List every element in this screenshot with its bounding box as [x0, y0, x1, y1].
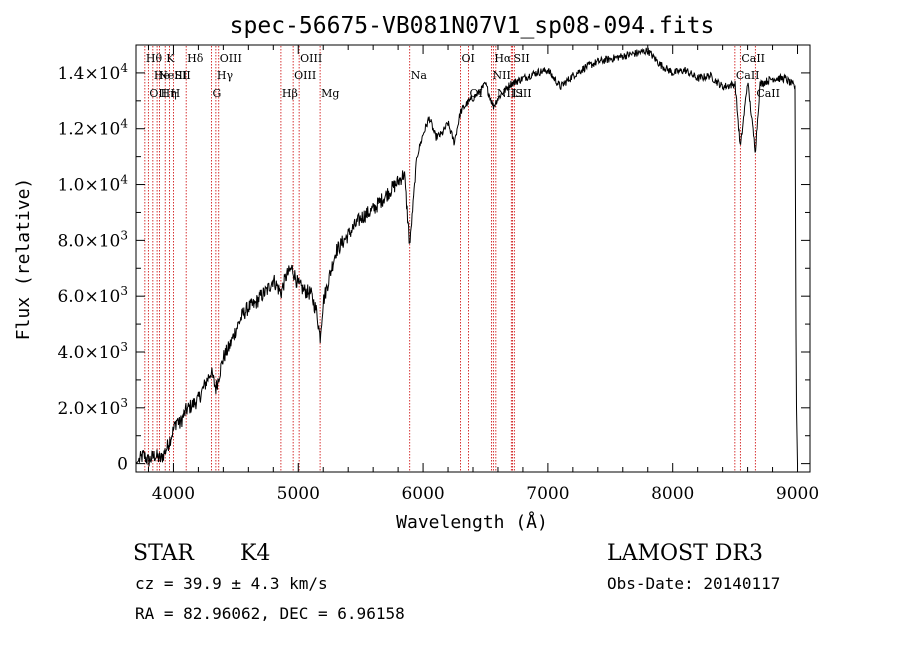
spectral-line-label: SII: [515, 87, 531, 100]
x-tick-label: 9000: [776, 484, 819, 504]
spectral-line-label: OI: [462, 52, 475, 65]
x-tick-label: 4000: [152, 484, 195, 504]
spectral-line-label: Na: [411, 69, 428, 82]
y-tick-label: 6.0×103: [57, 284, 128, 307]
spectral-line-label: OIII: [294, 69, 316, 82]
spectral-line-label: NII: [497, 87, 515, 100]
x-axis-ticks: 4000 5000 6000 7000 8000 9000: [147, 45, 819, 504]
spectral-line-label: CaII: [756, 87, 780, 100]
x-tick-label: 7000: [526, 484, 569, 504]
y-axis-ticks: 0 2.0×103 4.0×103 6.0×103 8.0×103 1.0×104 1.2×…: [57, 61, 810, 475]
spectral-line-label: OI: [470, 87, 483, 100]
spectral-line-label: Hγ: [217, 69, 234, 82]
spectral-line-label: Hη: [161, 87, 177, 100]
y-tick-label: 2.0×103: [57, 396, 128, 419]
chart-title: spec-56675-VB081N07V1_sp08-094.fits: [230, 13, 715, 39]
spectral-line-label: NII: [492, 69, 510, 82]
spectral-line-label: Hδ: [187, 52, 204, 65]
plot-frame: [135, 44, 811, 473]
y-tick-label: 0: [117, 455, 128, 475]
spectrum-line: [135, 47, 798, 467]
y-tick-label: 4.0×103: [57, 340, 128, 363]
x-tick-label: 6000: [401, 484, 444, 504]
x-tick-label: 8000: [651, 484, 694, 504]
coordinates-text: RA = 82.96062, DEC = 6.96158: [135, 604, 405, 623]
spectral-line-label: CaII: [741, 52, 765, 65]
spectral-line-label: OIII: [220, 52, 242, 65]
class-label: STAR: [133, 541, 195, 566]
x-tick-label: 5000: [277, 484, 320, 504]
spectral-line-label: CaII: [736, 69, 760, 82]
spectral-line-label: G: [213, 87, 222, 100]
spectral-line-label: Hβ: [282, 87, 298, 100]
spectral-line-label: Hα: [494, 52, 512, 65]
spectral-line-label: SII: [513, 52, 529, 65]
spectral-line-label: K: [166, 52, 175, 65]
spectral-line-label: Hθ: [146, 52, 163, 65]
spectral-line-label: He: [154, 69, 170, 82]
spectral-line-label: OIII: [300, 52, 322, 65]
subclass-label: K4: [240, 541, 270, 566]
survey-label: LAMOST DR3: [607, 541, 763, 566]
y-tick-label: 1.4×104: [57, 61, 128, 84]
y-tick-label: 1.2×104: [57, 117, 128, 140]
spectral-line-markers: [144, 46, 756, 471]
y-axis-label: Flux (relative): [13, 178, 34, 341]
spectral-line-label: OII: [149, 87, 167, 100]
spectral-line-label: Li: [512, 87, 523, 100]
y-tick-label: 1.0×104: [57, 173, 128, 196]
spectral-line-label: SII: [174, 69, 190, 82]
redshift-text: cz = 39.9 ± 4.3 km/s: [135, 574, 328, 593]
spectral-line-label: H: [171, 87, 181, 100]
spectral-line-label: NeIII: [158, 69, 187, 82]
spectral-line-label: Mg: [321, 87, 339, 100]
y-tick-label: 8.0×103: [57, 228, 128, 251]
obs-date-text: Obs-Date: 20140117: [607, 574, 780, 593]
x-axis-label: Wavelength (Å): [396, 511, 548, 533]
